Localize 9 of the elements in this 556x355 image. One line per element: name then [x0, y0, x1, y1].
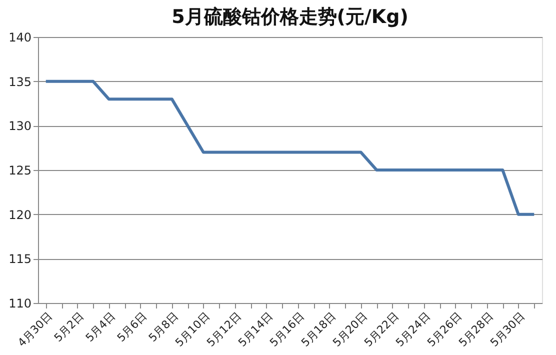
y-tick-label: 135 [8, 74, 32, 89]
chart-title: 5月硫酸钴价格走势(元/Kg) [172, 6, 408, 28]
y-tick-label: 110 [8, 296, 32, 310]
y-tick-label: 140 [8, 30, 32, 44]
y-tick-label: 130 [8, 119, 32, 134]
y-tick-label: 120 [8, 208, 32, 222]
y-tick-label: 115 [8, 252, 32, 266]
line-series [44, 80, 536, 216]
y-tick-label: 125 [8, 164, 32, 178]
